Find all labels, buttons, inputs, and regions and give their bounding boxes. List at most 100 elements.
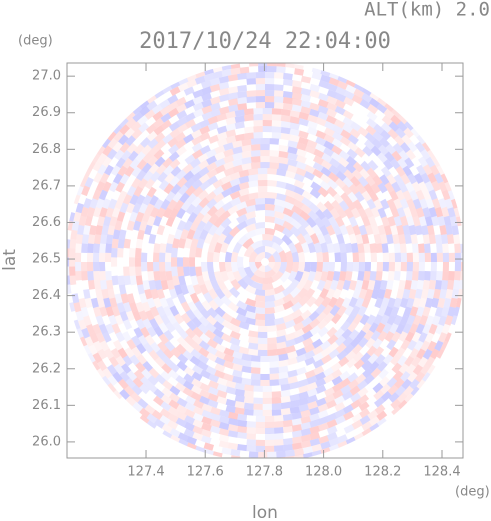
- echo-cell: [274, 445, 284, 452]
- echo-cell: [289, 393, 300, 402]
- echo-cell: [326, 288, 336, 300]
- echo-cell: [199, 119, 210, 129]
- echo-cell: [172, 321, 183, 333]
- echo-cell: [317, 403, 329, 413]
- echo-cell: [195, 71, 206, 79]
- echo-cell: [167, 137, 179, 148]
- echo-cell: [93, 340, 103, 352]
- echo-cell: [67, 239, 71, 249]
- echo-cell: [148, 367, 160, 379]
- echo-cell: [260, 373, 270, 380]
- echo-cell: [135, 266, 142, 277]
- echo-cell: [198, 340, 210, 351]
- echo-cell: [364, 374, 375, 385]
- echo-cell: [306, 139, 318, 149]
- echo-cell: [366, 167, 378, 179]
- echo-cell: [358, 337, 369, 348]
- echo-cell: [228, 411, 239, 420]
- echo-cell: [328, 216, 338, 228]
- echo-cell: [212, 328, 224, 339]
- echo-cell: [198, 315, 210, 327]
- echo-cell: [175, 343, 187, 355]
- echo-cell: [351, 242, 359, 253]
- echo-cell: [280, 108, 291, 117]
- echo-cell: [106, 234, 114, 245]
- echo-cell: [228, 424, 239, 432]
- echo-cell: [350, 121, 362, 132]
- echo-cell: [351, 169, 363, 180]
- echo-cell: [346, 148, 358, 159]
- echo-cell: [115, 181, 125, 193]
- echo-cell: [178, 77, 189, 86]
- echo-cell: [353, 432, 364, 441]
- echo-cell: [175, 145, 187, 157]
- y-tick-label: 26.6: [32, 215, 61, 230]
- echo-cell: [332, 271, 341, 282]
- echo-cell: [133, 327, 144, 338]
- echo-cell: [280, 121, 291, 129]
- echo-cell: [346, 262, 354, 272]
- echo-cell: [387, 270, 395, 281]
- echo-cell: [297, 225, 309, 237]
- echo-cell: [71, 220, 80, 231]
- echo-cell: [223, 142, 234, 151]
- echo-cell: [78, 297, 87, 309]
- echo-cell: [414, 340, 424, 351]
- plot-frame: [66, 62, 464, 459]
- echo-cell: [324, 387, 335, 397]
- echo-cell: [237, 72, 247, 80]
- echo-cell: [199, 333, 211, 344]
- echo-cell: [364, 288, 374, 300]
- echo-cell: [453, 306, 460, 317]
- echo-cell: [255, 102, 265, 109]
- echo-cell: [154, 279, 163, 291]
- echo-cell: [361, 322, 372, 334]
- echo-cell: [237, 444, 247, 452]
- echo-cell: [192, 284, 202, 295]
- echo-cell: [265, 427, 275, 434]
- echo-cell: [380, 122, 392, 133]
- echo-cell: [414, 371, 426, 383]
- echo-cell: [342, 123, 353, 134]
- echo-cell: [293, 192, 305, 203]
- echo-cell: [443, 297, 452, 309]
- echo-cell: [442, 262, 450, 272]
- echo-cell: [208, 213, 219, 225]
- echo-cell: [427, 225, 435, 236]
- echo-cell: [161, 363, 172, 374]
- echo-cell: [198, 166, 210, 177]
- echo-cell: [302, 446, 314, 455]
- echo-cell: [289, 122, 300, 131]
- echo-cell: [291, 205, 303, 216]
- echo-cell: [191, 371, 203, 382]
- y-tick-label: 26.8: [32, 142, 61, 157]
- echo-cell: [279, 270, 291, 283]
- echo-cell: [422, 372, 431, 382]
- echo-cell: [166, 233, 175, 245]
- echo-cell: [296, 366, 307, 376]
- echo-cell: [136, 159, 147, 170]
- echo-cell: [419, 198, 428, 209]
- echo-cell: [210, 413, 221, 422]
- echo-cell: [326, 326, 338, 338]
- echo-cell: [347, 134, 359, 145]
- echo-cell: [348, 233, 357, 244]
- echo-cell: [248, 348, 259, 356]
- echo-cell: [326, 108, 337, 118]
- echo-cell: [340, 320, 351, 332]
- echo-cell: [367, 159, 379, 171]
- echo-cell: [373, 199, 383, 210]
- echo-cell: [83, 315, 92, 326]
- echo-cell: [290, 218, 302, 230]
- echo-cell: [421, 288, 429, 299]
- echo-cell: [265, 90, 275, 97]
- echo-cell: [135, 257, 142, 267]
- echo-cell: [287, 242, 298, 254]
- echo-cell: [393, 198, 403, 210]
- echo-cell: [371, 138, 383, 149]
- echo-cell: [393, 314, 403, 326]
- echo-cell: [187, 211, 198, 223]
- echo-cell: [282, 425, 293, 433]
- echo-cell: [80, 177, 88, 188]
- echo-cell: [123, 266, 130, 277]
